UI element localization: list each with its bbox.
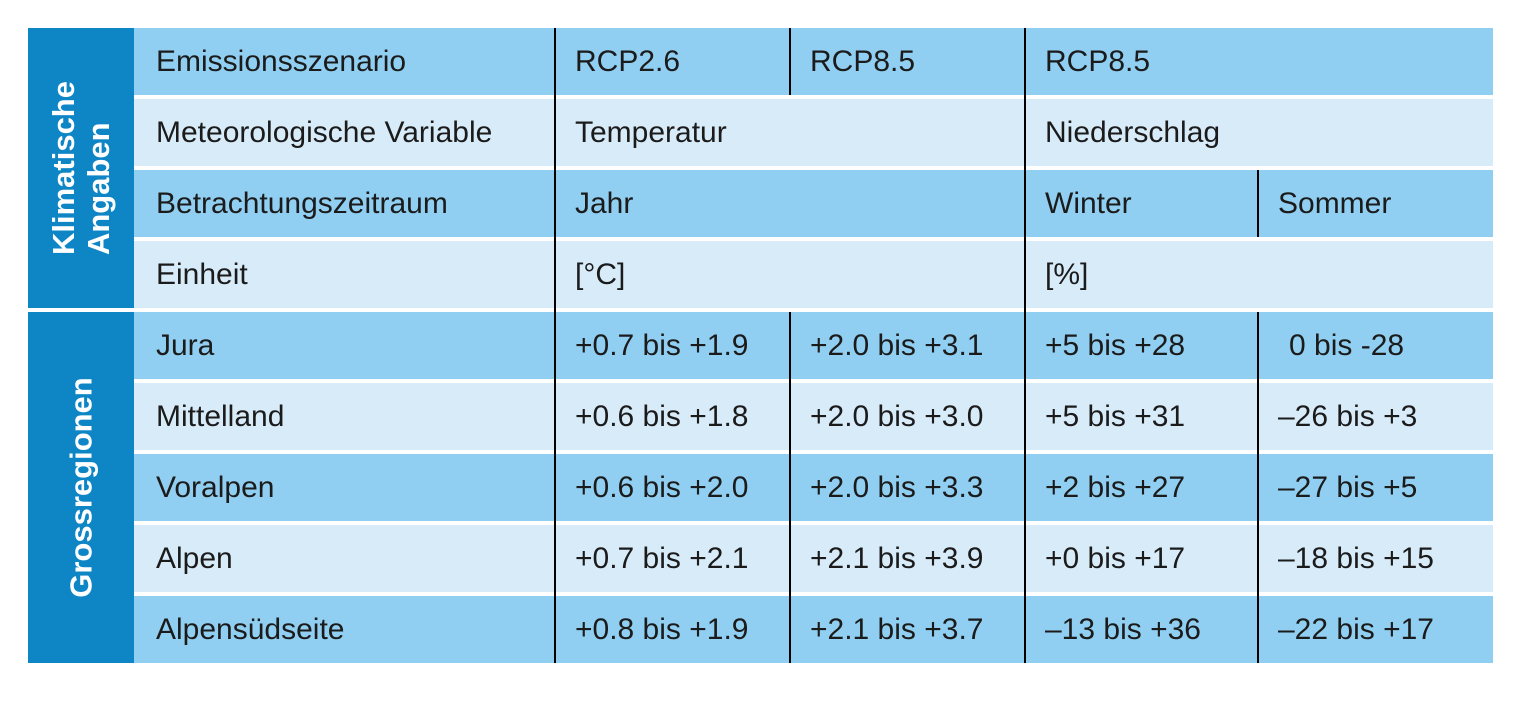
row-label-einheit: Einheit — [134, 241, 555, 308]
cell-jura-precip-winter: +5 bis +28 — [1025, 312, 1258, 379]
group-label-line2: Angaben — [81, 122, 117, 256]
row-group-grossregionen: Grossregionen — [28, 312, 134, 663]
cell-zeitraum-sommer: Sommer — [1258, 170, 1493, 237]
row-label-alpensuedseite: Alpensüdseite — [134, 596, 555, 663]
cell-variable-niederschlag: Niederschlag — [1025, 99, 1493, 166]
cell-voralpen-temp-rcp85: +2.0 bis +3.3 — [790, 454, 1025, 521]
cell-alpen-temp-rcp26: +0.7 bis +2.1 — [555, 525, 790, 592]
row-group-label-grossregionen: Grossregionen — [63, 377, 98, 598]
cell-einheit-celsius: [°C] — [555, 241, 1025, 308]
cell-mittelland-temp-rcp85: +2.0 bis +3.0 — [790, 383, 1025, 450]
cell-voralpen-precip-winter: +2 bis +27 — [1025, 454, 1258, 521]
cell-mittelland-temp-rcp26: +0.6 bis +1.8 — [555, 383, 790, 450]
cell-jura-temp-rcp26: +0.7 bis +1.9 — [555, 312, 790, 379]
row-label-voralpen: Voralpen — [134, 454, 555, 521]
row-group-label-klimatische-angaben: Klimatische Angaben — [46, 81, 116, 255]
cell-mittelland-precip-sommer: –26 bis +3 — [1258, 383, 1493, 450]
cell-zeitraum-winter: Winter — [1025, 170, 1258, 237]
cell-alpen-precip-winter: +0 bis +17 — [1025, 525, 1258, 592]
cell-alpensuedseite-temp-rcp85: +2.1 bis +3.7 — [790, 596, 1025, 663]
cell-alpen-temp-rcp85: +2.1 bis +3.9 — [790, 525, 1025, 592]
cell-jura-temp-rcp85: +2.0 bis +3.1 — [790, 312, 1025, 379]
group-label-line1: Grossregionen — [63, 377, 99, 598]
cell-alpensuedseite-temp-rcp26: +0.8 bis +1.9 — [555, 596, 790, 663]
cell-jura-precip-sommer: 0 bis -28 — [1258, 312, 1493, 379]
row-label-meteorologische-variable: Meteorologische Variable — [134, 99, 555, 166]
cell-scenario-rcp26: RCP2.6 — [555, 28, 790, 95]
row-group-klimatische-angaben: Klimatische Angaben — [28, 28, 134, 308]
group-label-line1: Klimatische — [45, 80, 81, 256]
cell-alpen-precip-sommer: –18 bis +15 — [1258, 525, 1493, 592]
cell-mittelland-precip-winter: +5 bis +31 — [1025, 383, 1258, 450]
row-label-alpen: Alpen — [134, 525, 555, 592]
row-label-betrachtungszeitraum: Betrachtungszeitraum — [134, 170, 555, 237]
cell-einheit-prozent: [%] — [1025, 241, 1493, 308]
cell-scenario-rcp85-precip: RCP8.5 — [1025, 28, 1493, 95]
cell-scenario-rcp85-temp: RCP8.5 — [790, 28, 1025, 95]
cell-voralpen-precip-sommer: –27 bis +5 — [1258, 454, 1493, 521]
row-label-jura: Jura — [134, 312, 555, 379]
cell-alpensuedseite-precip-winter: –13 bis +36 — [1025, 596, 1258, 663]
cell-alpensuedseite-precip-sommer: –22 bis +17 — [1258, 596, 1493, 663]
row-label-mittelland: Mittelland — [134, 383, 555, 450]
cell-zeitraum-jahr: Jahr — [555, 170, 1025, 237]
cell-variable-temperatur: Temperatur — [555, 99, 1025, 166]
cell-voralpen-temp-rcp26: +0.6 bis +2.0 — [555, 454, 790, 521]
table-grid: Klimatische Angaben Grossregionen Emissi… — [28, 28, 1493, 663]
row-label-emissionsszenario: Emissionsszenario — [134, 28, 555, 95]
